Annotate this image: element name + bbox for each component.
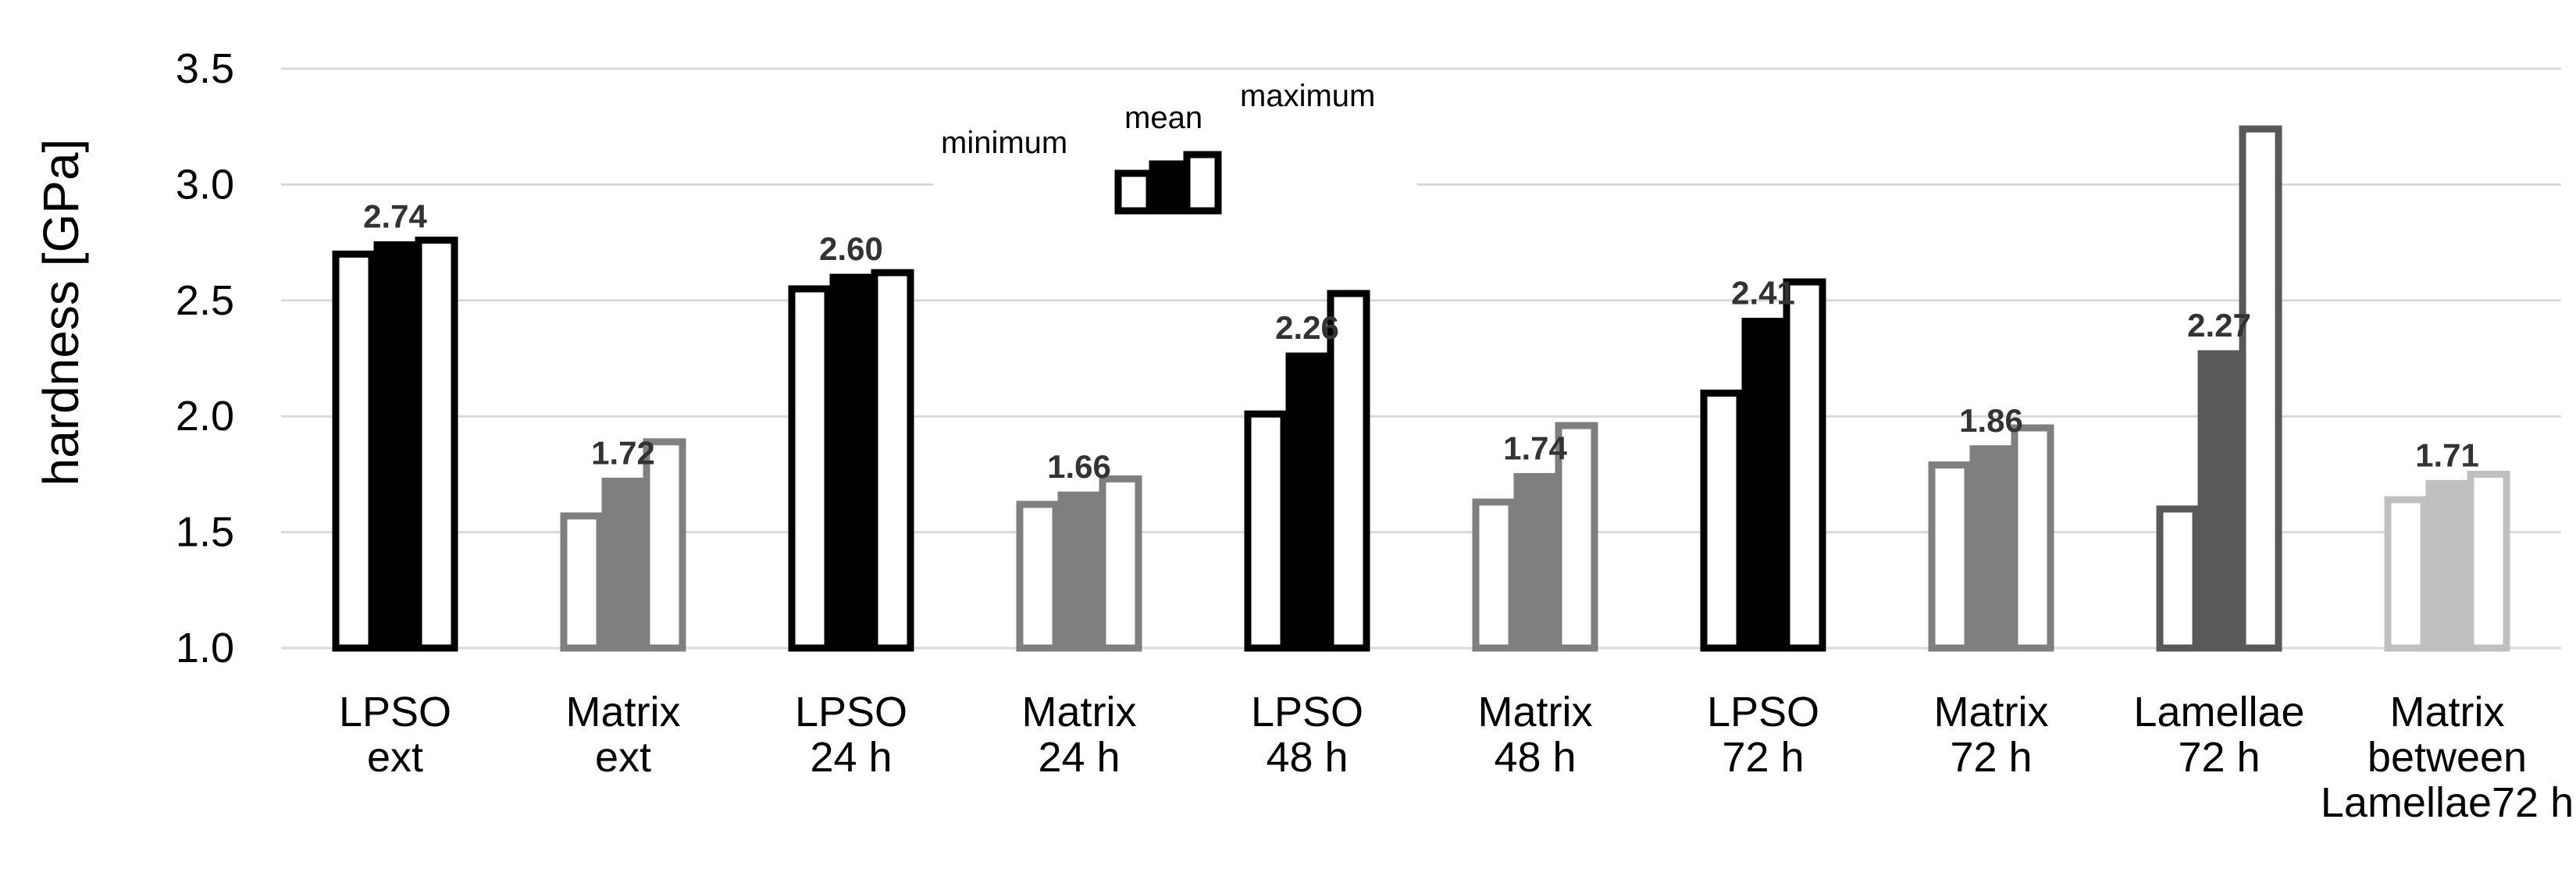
- bar-mean: [1513, 472, 1557, 652]
- bar-mean: [1741, 318, 1785, 652]
- bar-maximum: [1099, 475, 1142, 652]
- category-label: Lamellae72 h: [2321, 779, 2574, 826]
- bar-mean: [2197, 350, 2241, 652]
- bar-minimum: [332, 250, 376, 652]
- legend-maximum-swatch: [1183, 151, 1222, 215]
- mean-value-label: 2.41: [1731, 275, 1795, 312]
- bar-mean: [373, 241, 417, 652]
- legend-minimum-label: minimum: [941, 126, 1067, 160]
- y-tick-label: 2.5: [176, 277, 234, 324]
- bar-minimum: [560, 512, 604, 652]
- mean-value-label: 2.74: [363, 198, 427, 235]
- legend-maximum-label: maximum: [1240, 79, 1375, 113]
- bar-minimum: [1928, 461, 1972, 652]
- bar-maximum: [415, 237, 458, 652]
- bar-maximum: [2467, 470, 2510, 652]
- bar-maximum: [1555, 422, 1598, 652]
- value-labels: 2.74 1.72 2.60 1.66 2.26 1.74 2.41 1.86 2.27 1.71: [363, 198, 2479, 486]
- bar-mean: [1969, 445, 2013, 652]
- category-label: Matrix: [1934, 689, 2049, 735]
- mean-value-label: 1.71: [2415, 436, 2479, 473]
- y-tick-label: 1.5: [176, 509, 234, 556]
- category-label: Matrix: [1022, 689, 1137, 735]
- category-label: LPSO: [795, 689, 907, 735]
- mean-value-label: 1.72: [591, 434, 655, 471]
- legend: minimum mean maximum: [933, 78, 1417, 226]
- bar-maximum: [2011, 424, 2054, 652]
- category-label: 72 h: [2178, 734, 2260, 781]
- y-tick-label: 1.0: [176, 625, 234, 671]
- mean-value-label: 1.86: [1959, 402, 2023, 439]
- y-tick-label: 3.0: [176, 161, 234, 208]
- bar-minimum: [1016, 500, 1060, 652]
- y-tick-label: 2.0: [176, 393, 234, 440]
- bar-maximum: [1327, 290, 1370, 652]
- category-label: 24 h: [810, 734, 892, 781]
- bar-mean: [601, 477, 645, 652]
- bar-maximum: [2239, 125, 2282, 652]
- mean-value-label: 1.74: [1503, 429, 1567, 466]
- y-axis-title: hardness [GPa]: [33, 139, 89, 486]
- category-label: LPSO: [1707, 689, 1819, 735]
- category-label: Matrix: [2390, 689, 2505, 735]
- bar-minimum: [2384, 496, 2428, 652]
- category-label: 24 h: [1038, 734, 1120, 781]
- y-tick-label: 3.5: [176, 45, 234, 92]
- bar-minimum: [2156, 505, 2200, 652]
- bar-mean: [829, 273, 873, 652]
- bar-mean: [1285, 352, 1329, 652]
- category-label: LPSO: [1251, 689, 1363, 735]
- category-label: ext: [595, 734, 651, 781]
- bar-maximum: [643, 438, 686, 652]
- bars: [332, 125, 2510, 652]
- mean-value-label: 2.27: [2187, 307, 2251, 344]
- mean-value-label: 1.66: [1047, 448, 1111, 485]
- bar-mean: [1057, 491, 1101, 652]
- mean-value-label: 2.26: [1275, 309, 1339, 346]
- bar-minimum: [1700, 390, 1744, 652]
- category-label: 72 h: [1722, 734, 1804, 781]
- legend-mean-label: mean: [1124, 101, 1202, 135]
- category-label: 48 h: [1266, 734, 1348, 781]
- category-label: 48 h: [1494, 734, 1576, 781]
- category-label: Matrix: [566, 689, 681, 735]
- category-label: Matrix: [1478, 689, 1593, 735]
- bar-maximum: [871, 269, 914, 652]
- bar-minimum: [788, 285, 832, 652]
- mean-value-label: 2.60: [819, 230, 883, 267]
- category-label: ext: [367, 734, 423, 781]
- bar-mean: [2425, 479, 2469, 652]
- category-label: LPSO: [339, 689, 451, 735]
- legend-minimum-swatch: [1114, 169, 1153, 215]
- bar-minimum: [1472, 498, 1516, 652]
- category-label: Lamellae: [2133, 689, 2304, 735]
- bar-maximum: [1783, 278, 1826, 652]
- legend-mean-swatch: [1149, 160, 1188, 215]
- bar-minimum: [1244, 410, 1288, 652]
- category-label: between: [2368, 734, 2527, 781]
- category-label: 72 h: [1950, 734, 2032, 781]
- y-axis-ticks: 1.0 1.5 2.0 2.5 3.0 3.5: [176, 45, 234, 671]
